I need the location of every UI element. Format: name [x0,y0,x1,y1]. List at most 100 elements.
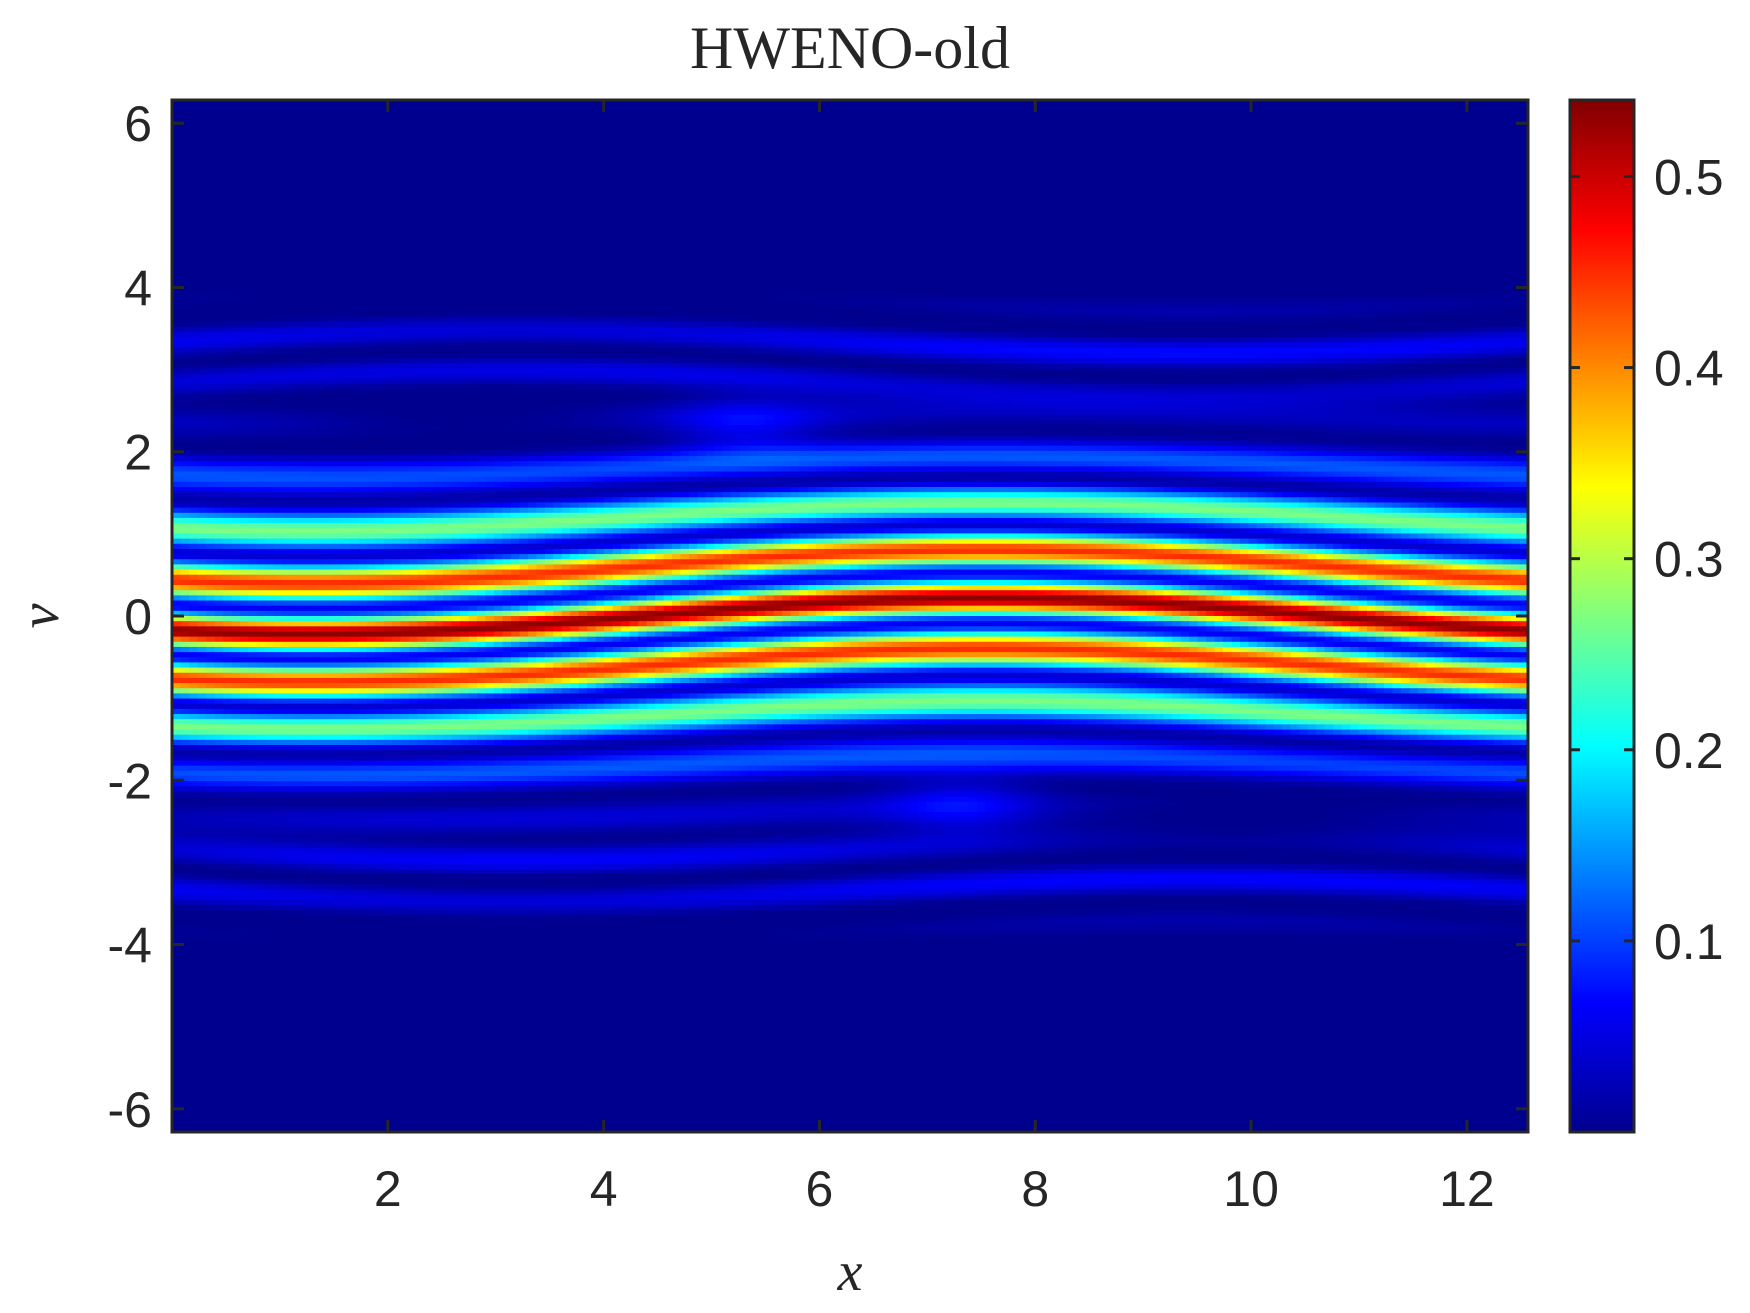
heatmap-cell [197,420,206,426]
heatmap-cell [562,420,571,426]
heatmap-cell [1503,384,1512,390]
heatmap-cell [1045,348,1054,354]
heatmap-cell [1350,394,1359,400]
heatmap-cell [1299,435,1308,441]
heatmap-cell [689,456,698,462]
heatmap-cell [1359,337,1368,343]
heatmap-cell [638,446,647,452]
heatmap-cell [587,420,596,426]
heatmap-cell [1028,435,1037,441]
heatmap-cell [1316,425,1325,431]
heatmap-cell [731,420,740,426]
heatmap-cell [240,461,249,467]
heatmap-cell [350,379,359,385]
heatmap-cell [892,343,901,349]
heatmap-cell [1494,472,1503,478]
heatmap-cell [1248,301,1257,307]
heatmap-cell [265,291,274,297]
heatmap-cell [1460,332,1469,338]
heatmap-cell [1282,389,1291,395]
heatmap-cell [689,482,698,488]
heatmap-cell [1113,379,1122,385]
heatmap-cell [265,461,274,467]
heatmap-cell [952,301,961,307]
heatmap-cell [604,441,613,447]
heatmap-cell [1392,415,1401,421]
heatmap-cell [1028,446,1037,452]
heatmap-cell [1274,441,1283,447]
heatmap-cell [748,332,757,338]
heatmap-cell [1214,296,1223,302]
heatmap-cell [1401,353,1410,359]
heatmap-cell [1367,296,1376,302]
heatmap-cell [291,317,300,323]
heatmap-cell [1274,430,1283,436]
heatmap-cell [1274,477,1283,483]
heatmap-cell [503,466,512,472]
heatmap-cell [1011,399,1020,405]
heatmap-cell [1070,384,1079,390]
heatmap-cell [1096,394,1105,400]
heatmap-cell [1460,306,1469,312]
heatmap-cell [714,327,723,333]
heatmap-cell [1231,435,1240,441]
heatmap-cell [1426,327,1435,333]
heatmap-cell [1367,358,1376,364]
heatmap-cell [672,482,681,488]
heatmap-cell [935,472,944,478]
heatmap-cell [486,327,495,333]
heatmap-cell [689,461,698,467]
heatmap-cell [1240,456,1249,462]
heatmap-cell [630,461,639,467]
heatmap-cell [1375,301,1384,307]
heatmap-cell [367,327,376,333]
heatmap-cell [994,451,1003,457]
heatmap-cell [189,363,198,369]
heatmap-cell [1257,466,1266,472]
heatmap-cell [519,358,528,364]
heatmap-cell [1384,430,1393,436]
heatmap-cell [943,410,952,416]
heatmap-cell [714,482,723,488]
heatmap-cell [333,435,342,441]
heatmap-cell [536,415,545,421]
heatmap-cell [664,343,673,349]
heatmap-cell [435,477,444,483]
heatmap-cell [1291,415,1300,421]
heatmap-cell [367,337,376,343]
heatmap-cell [689,379,698,385]
heatmap-cell [418,472,427,478]
heatmap-cell [833,394,842,400]
heatmap-cell [1053,477,1062,483]
heatmap-cell [1062,410,1071,416]
heatmap-cell [350,384,359,390]
heatmap-cell [630,332,639,338]
heatmap-cell [1231,363,1240,369]
heatmap-cell [282,482,291,488]
heatmap-cell [748,435,757,441]
heatmap-cell [1401,425,1410,431]
heatmap-cell [867,456,876,462]
heatmap-cell [918,373,927,379]
heatmap-cell [994,435,1003,441]
heatmap-cell [808,337,817,343]
heatmap-cell [621,312,630,318]
heatmap-cell [1248,353,1257,359]
heatmap-cell [545,415,554,421]
heatmap-cell [1452,291,1461,297]
heatmap-cell [1265,394,1274,400]
heatmap-cell [443,353,452,359]
heatmap-cell [1045,306,1054,312]
heatmap-cell [545,420,554,426]
heatmap-cell [401,327,410,333]
heatmap-cell [1020,353,1029,359]
heatmap-cell [1130,337,1139,343]
heatmap-cell [282,466,291,472]
heatmap-cell [1257,456,1266,462]
heatmap-cell [791,291,800,297]
heatmap-cell [901,327,910,333]
heatmap-cell [613,482,622,488]
heatmap-cell [1053,441,1062,447]
heatmap-cell [986,472,995,478]
heatmap-cell [418,461,427,467]
